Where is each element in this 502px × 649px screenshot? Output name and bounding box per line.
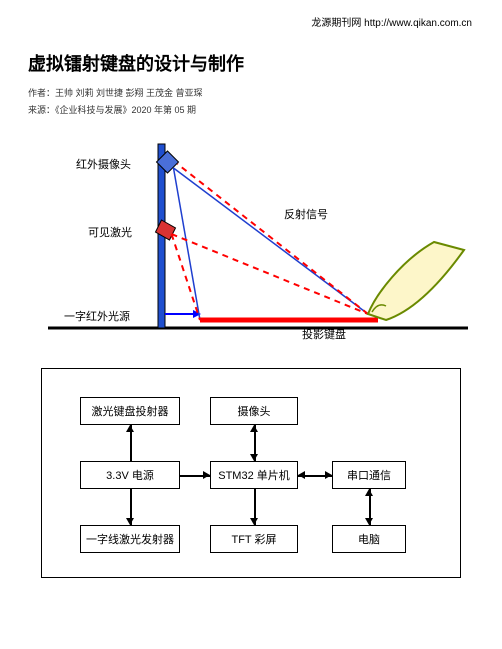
box-line-laser: 一字线激光发射器	[80, 525, 180, 553]
box-serial: 串口通信	[332, 461, 406, 489]
label-visible-laser: 可见激光	[88, 224, 132, 240]
box-power: 3.3V 电源	[80, 461, 180, 489]
label-ir-line-source: 一字红外光源	[64, 308, 130, 324]
label-projected-keyboard: 投影键盘	[302, 326, 346, 342]
page-title: 虚拟镭射键盘的设计与制作	[28, 50, 474, 76]
source-line: 来源：《企业科技与发展》2020 年第 05 期	[28, 103, 474, 116]
label-ir-camera: 红外摄像头	[76, 156, 131, 172]
authors-line: 作者：王帅 刘莉 刘世捷 彭翔 王茂金 曾亚琛	[28, 86, 474, 99]
figure-schematic: 红外摄像头 可见激光 一字红外光源 反射信号 投影键盘	[28, 138, 468, 348]
label-reflected-signal: 反射信号	[284, 206, 328, 222]
box-tft: TFT 彩屏	[210, 525, 298, 553]
box-camera: 摄像头	[210, 397, 298, 425]
site-header: 龙源期刊网 http://www.qikan.com.cn	[311, 14, 472, 29]
figure-block-diagram: 激光键盘投射器 摄像头 3.3V 电源 STM32 单片机 串口通信 一字线激光…	[41, 368, 461, 578]
box-laser-kb-projector: 激光键盘投射器	[80, 397, 180, 425]
box-mcu: STM32 单片机	[210, 461, 298, 489]
box-pc: 电脑	[332, 525, 406, 553]
